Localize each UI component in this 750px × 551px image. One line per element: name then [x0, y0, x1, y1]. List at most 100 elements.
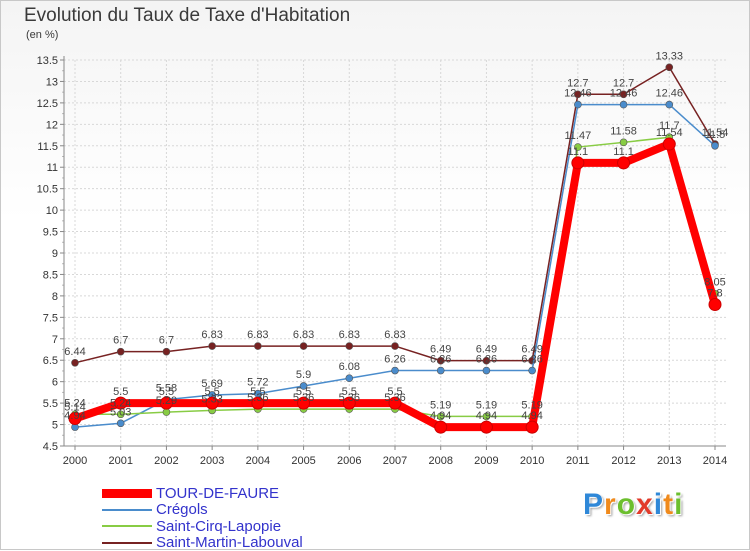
data-point: [709, 298, 721, 310]
data-point: [618, 157, 630, 169]
data-point: [346, 375, 353, 382]
x-tick-label: 2013: [657, 455, 681, 467]
data-label: 7.8: [707, 287, 722, 299]
data-label: 6.83: [293, 329, 314, 341]
y-tick-label: 11: [47, 162, 58, 174]
y-tick-label: 8.5: [43, 269, 58, 281]
y-tick-label: 12: [46, 119, 58, 131]
data-label: 5.36: [384, 392, 405, 404]
data-label: 5.9: [296, 369, 311, 381]
data-label: 6.26: [384, 354, 405, 366]
data-label: 5.69: [201, 378, 222, 390]
y-tick-label: 6: [52, 377, 58, 389]
data-point: [163, 409, 170, 416]
data-label: 5.36: [293, 392, 314, 404]
legend-label: Saint-Martin-Labouval: [156, 534, 303, 551]
data-label: 6.83: [247, 329, 268, 341]
logo-letter: t: [663, 488, 674, 521]
data-point: [529, 367, 536, 374]
data-label: 5.19: [430, 399, 451, 411]
y-tick-label: 8: [52, 291, 58, 303]
proxiti-logo: Proxiti: [583, 488, 683, 522]
y-tick-label: 13: [46, 76, 58, 88]
y-tick-label: 9.5: [43, 227, 58, 239]
y-tick-label: 5: [52, 420, 58, 432]
data-label: 5.24: [64, 397, 85, 409]
data-point: [209, 343, 216, 350]
data-label: 5.33: [201, 393, 222, 405]
x-tick-label: 2004: [246, 455, 270, 467]
data-point: [437, 367, 444, 374]
data-point: [346, 343, 353, 350]
legend-label: Crégols: [156, 501, 208, 518]
data-label: 6.83: [384, 329, 405, 341]
data-label: 6.44: [64, 346, 85, 358]
legend-item: Crégols: [102, 502, 303, 519]
y-tick-label: 11.5: [37, 141, 58, 153]
logo-letter: o: [617, 488, 636, 521]
line-chart: 4.555.566.577.588.599.51010.51111.51212.…: [0, 0, 750, 480]
data-label: 11.1: [613, 146, 634, 158]
series-line: [75, 67, 715, 363]
legend-swatch: [102, 542, 152, 544]
data-label: 12.46: [656, 88, 684, 100]
data-point: [574, 101, 581, 108]
logo-letter: r: [604, 488, 617, 521]
logo-letter: x: [636, 488, 654, 521]
x-tick-label: 2010: [520, 455, 544, 467]
data-point: [254, 343, 261, 350]
y-tick-label: 7.5: [43, 312, 58, 324]
data-point: [117, 420, 124, 427]
data-point: [620, 139, 627, 146]
data-label: 6.49: [430, 344, 451, 356]
x-tick-label: 2014: [703, 455, 727, 467]
y-tick-label: 6.5: [43, 355, 58, 367]
y-tick-label: 12.5: [37, 98, 58, 110]
y-tick-label: 4.5: [43, 441, 58, 453]
y-tick-label: 10: [46, 205, 58, 217]
data-point: [392, 367, 399, 374]
data-label: 5.19: [521, 399, 542, 411]
x-tick-label: 2012: [611, 455, 635, 467]
data-label: 6.7: [113, 335, 128, 347]
y-tick-label: 10.5: [37, 184, 58, 196]
data-label: 5.36: [339, 392, 360, 404]
data-label: 11.54: [702, 127, 729, 139]
data-label: 11.7: [659, 120, 680, 132]
logo-letter: i: [674, 488, 683, 521]
x-tick-label: 2011: [566, 455, 590, 467]
legend-swatch: [102, 525, 152, 527]
data-point: [526, 421, 538, 433]
data-label: 12.7: [567, 77, 588, 89]
data-label: 5.36: [247, 392, 268, 404]
data-label: 8.05: [704, 277, 725, 289]
data-point: [712, 142, 719, 149]
data-label: 4.94: [521, 410, 542, 422]
data-label: 5.19: [476, 399, 497, 411]
data-label: 13.33: [656, 50, 684, 62]
data-label: 11.47: [564, 130, 591, 142]
data-point: [72, 359, 79, 366]
data-point: [620, 101, 627, 108]
x-tick-label: 2002: [154, 455, 178, 467]
data-label: 4.94: [430, 410, 451, 422]
y-tick-label: 5.5: [43, 398, 58, 410]
data-label: 6.7: [159, 335, 174, 347]
data-point: [300, 343, 307, 350]
legend-item: Saint-Cirq-Lapopie: [102, 518, 303, 535]
legend-item: TOUR-DE-FAURE: [102, 485, 303, 502]
data-point: [480, 421, 492, 433]
data-label: 6.49: [476, 344, 497, 356]
y-tick-label: 13.5: [37, 55, 58, 67]
legend-swatch: [102, 489, 152, 498]
legend-swatch: [102, 509, 152, 511]
data-point: [483, 367, 490, 374]
legend-label: TOUR-DE-FAURE: [156, 485, 279, 502]
data-point: [572, 157, 584, 169]
data-label: 6.83: [339, 329, 360, 341]
y-tick-label: 7: [52, 334, 58, 346]
x-tick-label: 2008: [428, 455, 452, 467]
x-tick-label: 2006: [337, 455, 361, 467]
data-label: 12.7: [613, 77, 634, 89]
logo-letter: P: [583, 488, 604, 521]
